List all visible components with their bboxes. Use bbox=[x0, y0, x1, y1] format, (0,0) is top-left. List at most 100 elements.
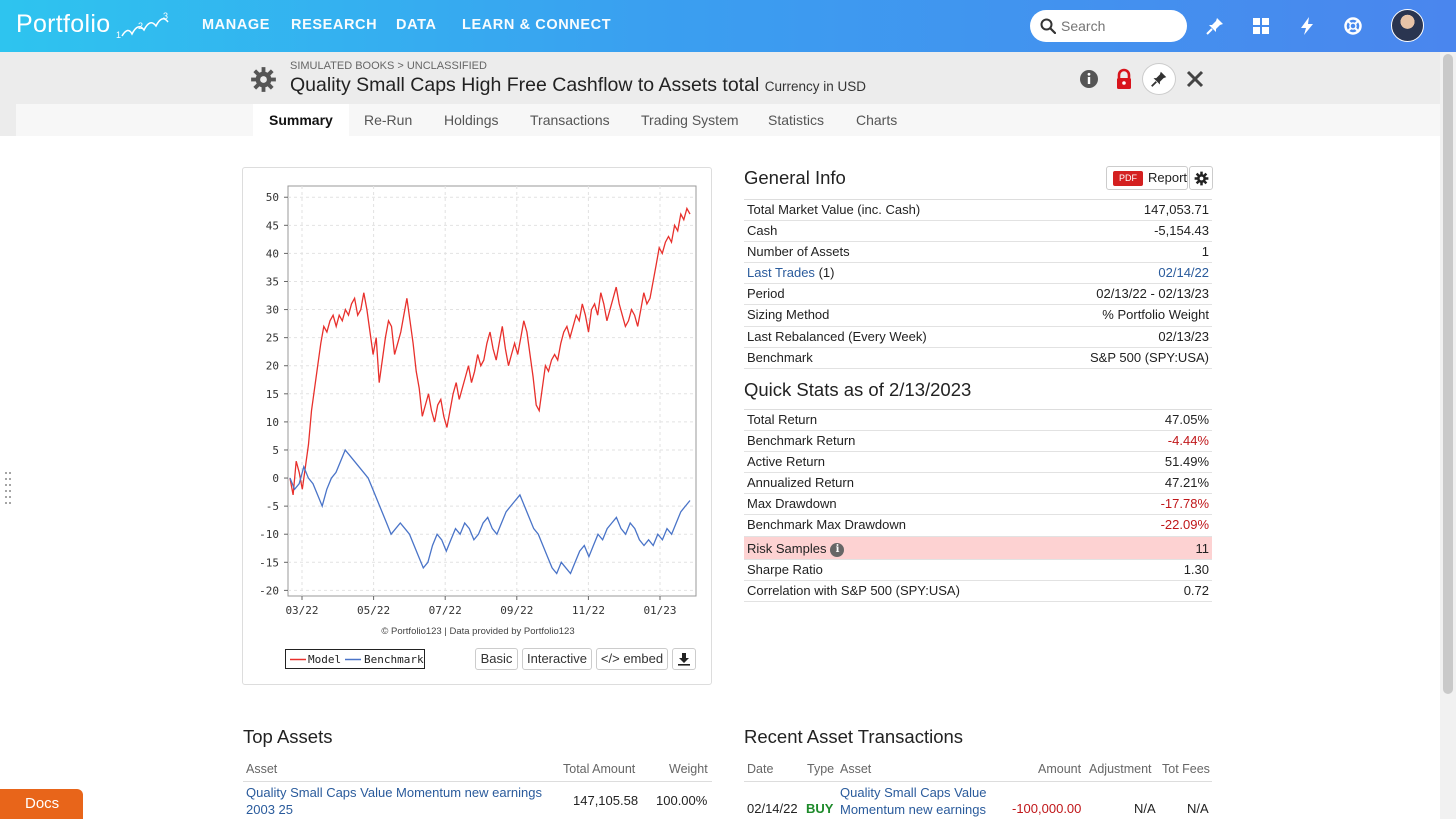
col-weight[interactable]: Weight bbox=[669, 762, 708, 776]
close-icon[interactable] bbox=[1184, 68, 1206, 90]
tab-holdings[interactable]: Holdings bbox=[444, 112, 499, 128]
docs-button[interactable]: Docs bbox=[0, 789, 83, 819]
nav-data[interactable]: DATA bbox=[396, 17, 437, 33]
tab-transactions[interactable]: Transactions bbox=[530, 112, 610, 128]
logo-mark-1: 1 bbox=[116, 30, 121, 40]
asset-link[interactable]: Quality Small Caps Value Momentum new ea… bbox=[246, 784, 542, 818]
y-tick-label: 45 bbox=[266, 219, 279, 232]
user-avatar[interactable] bbox=[1391, 9, 1424, 42]
y-tick-label: -15 bbox=[259, 556, 279, 569]
performance-chart-panel: 50 45 40 35 30 25 20 15 10 5 0 -5 -10 -15 -20 03/22 05/2… bbox=[242, 167, 712, 685]
tx-date: 02/14/22 bbox=[747, 801, 798, 816]
tab-statistics[interactable]: Statistics bbox=[768, 112, 825, 128]
report-settings-button[interactable] bbox=[1189, 166, 1213, 190]
x-tick-label: 11/22 bbox=[572, 604, 605, 617]
drag-handle-icon[interactable] bbox=[4, 470, 12, 506]
nav-manage[interactable]: MANAGE bbox=[202, 17, 271, 33]
x-tick-label: 09/22 bbox=[500, 604, 533, 617]
info-key: Total Market Value (inc. Cash) bbox=[747, 202, 921, 217]
header-divider bbox=[243, 781, 712, 782]
pdf-report-label: Report bbox=[1148, 170, 1188, 185]
stat-value: 0.72 bbox=[1183, 582, 1209, 598]
col-tot-fees[interactable]: Tot Fees bbox=[1162, 762, 1210, 776]
tab-trading-system[interactable]: Trading System bbox=[641, 112, 739, 128]
page-title: Quality Small Caps High Free Cashflow to… bbox=[290, 74, 866, 97]
stat-row: Benchmark Max Drawdown -22.09% bbox=[744, 515, 1212, 537]
stat-value: -4.44% bbox=[1167, 433, 1209, 449]
tx-asset-link[interactable]: Quality Small Caps Value Momentum new ea… bbox=[840, 784, 986, 818]
tab-rerun[interactable]: Re-Run bbox=[364, 112, 413, 128]
chart-basic-button[interactable]: Basic bbox=[475, 648, 518, 670]
stat-key: Annualized Return bbox=[747, 475, 854, 491]
chart-legend: Model Benchmark bbox=[285, 649, 425, 669]
last-trades-link[interactable]: Last Trades bbox=[747, 265, 815, 281]
pin-button[interactable] bbox=[1142, 63, 1176, 95]
lock-icon[interactable] bbox=[1113, 68, 1135, 90]
pin-icon[interactable] bbox=[1204, 15, 1226, 37]
nav-research[interactable]: RESEARCH bbox=[291, 17, 378, 33]
stat-value: 47.05% bbox=[1164, 412, 1209, 427]
chart-download-button[interactable] bbox=[672, 648, 696, 670]
nav-learn-connect[interactable]: LEARN & CONNECT bbox=[462, 17, 612, 33]
info-key: Last Rebalanced (Every Week) bbox=[747, 328, 927, 344]
info-row: Cash -5,154.43 bbox=[744, 221, 1212, 243]
stat-key: Sharpe Ratio bbox=[747, 561, 823, 577]
col-type[interactable]: Type bbox=[807, 762, 835, 776]
x-tick-label: 01/23 bbox=[643, 604, 676, 617]
info-key: Benchmark bbox=[747, 349, 813, 365]
scrollbar-thumb[interactable] bbox=[1443, 54, 1453, 694]
lightning-icon[interactable] bbox=[1296, 15, 1318, 37]
legend-benchmark: Benchmark bbox=[364, 653, 424, 666]
quick-stats-title: Quick Stats as of 2/13/2023 bbox=[744, 379, 972, 400]
search-icon bbox=[1040, 18, 1056, 34]
info-key: Sizing Method bbox=[747, 307, 830, 323]
chart-interactive-button[interactable]: Interactive bbox=[522, 648, 592, 670]
page-title-text: Quality Small Caps High Free Cashflow to… bbox=[290, 74, 760, 96]
currency-label: Currency in USD bbox=[764, 79, 866, 94]
general-info-table: Total Market Value (inc. Cash) 147,053.71… bbox=[744, 199, 1212, 369]
info-row: Benchmark S&P 500 (SPY:USA) bbox=[744, 348, 1212, 369]
col-asset[interactable]: Asset bbox=[246, 762, 278, 776]
col-amount[interactable]: Amount bbox=[1038, 762, 1082, 776]
legend-model: Model bbox=[308, 653, 342, 666]
info-row: Total Market Value (inc. Cash) 147,053.71 bbox=[744, 200, 1212, 222]
search-box[interactable] bbox=[1030, 10, 1187, 42]
top-assets-table: Asset Total Amount Weight Quality Small … bbox=[243, 762, 712, 819]
tab-summary[interactable]: Summary bbox=[253, 104, 349, 136]
col-asset[interactable]: Asset bbox=[840, 762, 872, 776]
info-icon[interactable]: i bbox=[830, 542, 845, 557]
info-icon[interactable] bbox=[1078, 68, 1100, 90]
pdf-report-button[interactable]: PDF Report bbox=[1106, 166, 1188, 190]
info-row: Period 02/13/22 - 02/13/23 bbox=[744, 284, 1212, 306]
tx-asset-line1: Quality Small Caps Value bbox=[840, 785, 987, 800]
chart-embed-button[interactable]: </> embed bbox=[596, 648, 668, 670]
dashboard-grid-icon[interactable] bbox=[1250, 15, 1272, 37]
header-divider bbox=[744, 781, 1212, 782]
info-value: S&P 500 (SPY:USA) bbox=[1090, 349, 1209, 365]
info-row: Sizing Method % Portfolio Weight bbox=[744, 305, 1212, 327]
stat-key: Benchmark Return bbox=[747, 433, 856, 449]
settings-gear-icon[interactable] bbox=[250, 66, 277, 93]
last-trades-date-link[interactable]: 02/14/22 bbox=[1158, 265, 1209, 281]
stat-value: 11 bbox=[1195, 540, 1210, 556]
help-lifebuoy-icon[interactable] bbox=[1342, 15, 1364, 37]
stat-row: Active Return 51.49% bbox=[744, 452, 1212, 474]
stat-row: Annualized Return 47.21% bbox=[744, 473, 1212, 495]
stat-row: Benchmark Return -4.44% bbox=[744, 431, 1212, 453]
tab-charts[interactable]: Charts bbox=[856, 112, 898, 128]
col-total-amount[interactable]: Total Amount bbox=[563, 762, 636, 776]
top-nav: Portfolio 1 2 3 MANAGE RESEARCH DATA LEA… bbox=[0, 0, 1456, 52]
col-adjustment[interactable]: Adjustment bbox=[1089, 762, 1152, 776]
tx-amount: -100,000.00 bbox=[1012, 801, 1082, 816]
col-date[interactable]: Date bbox=[747, 762, 774, 776]
recent-transactions-title: Recent Asset Transactions bbox=[744, 726, 964, 747]
info-value: % Portfolio Weight bbox=[1102, 307, 1209, 323]
breadcrumb[interactable]: SIMULATED BOOKS > UNCLASSIFIED bbox=[290, 60, 487, 72]
search-input[interactable] bbox=[1061, 16, 1176, 36]
stat-key: Benchmark Max Drawdown bbox=[747, 517, 906, 533]
info-value: -5,154.43 bbox=[1154, 223, 1209, 239]
stat-value: 51.49% bbox=[1164, 454, 1209, 470]
stat-row: Sharpe Ratio 1.30 bbox=[744, 560, 1212, 581]
logo[interactable]: Portfolio bbox=[16, 10, 111, 38]
